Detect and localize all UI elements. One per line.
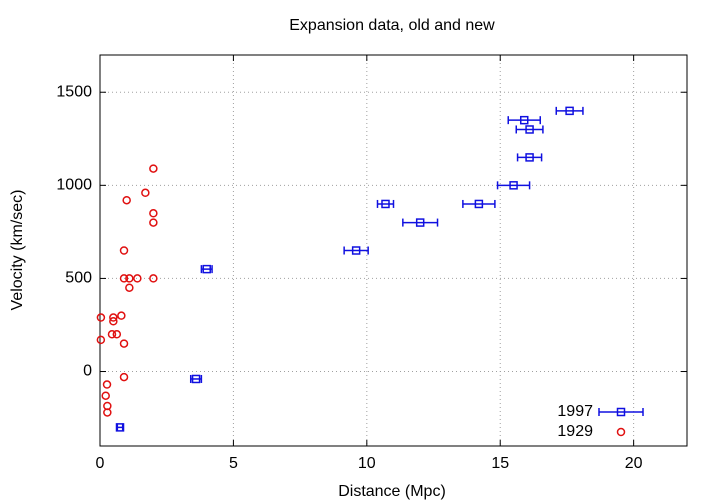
point <box>125 274 134 283</box>
x-tick-label: 10 <box>358 455 376 472</box>
point <box>474 199 484 209</box>
point <box>149 218 158 227</box>
point <box>149 274 158 283</box>
x-tick-label: 0 <box>96 455 105 472</box>
point <box>149 209 158 218</box>
point <box>122 195 131 205</box>
plot-frame <box>99 54 688 447</box>
point <box>149 164 158 173</box>
point <box>141 188 150 198</box>
point <box>509 181 518 190</box>
error-bar <box>555 106 584 115</box>
point <box>519 115 529 125</box>
y-axis-label: Velocity (km/sec) <box>9 190 26 311</box>
error-bar <box>402 218 439 227</box>
point <box>119 372 129 382</box>
point <box>96 313 106 322</box>
legend-marker <box>616 427 626 437</box>
legend-marker <box>616 407 626 417</box>
point <box>415 218 425 227</box>
point <box>119 246 129 255</box>
point <box>525 125 534 134</box>
error-bar <box>116 423 124 432</box>
point <box>107 330 117 339</box>
error-bar <box>515 125 544 134</box>
legend-label: 1997 <box>557 403 593 420</box>
point <box>109 313 118 322</box>
point <box>102 380 112 389</box>
x-tick-label: 15 <box>491 455 509 472</box>
y-tick-label: 0 <box>83 363 92 380</box>
point <box>96 335 106 345</box>
point <box>525 153 534 162</box>
y-tick-label: 1000 <box>56 177 92 194</box>
point <box>381 199 390 209</box>
point <box>202 264 211 274</box>
legend-label: 1929 <box>557 423 593 440</box>
error-bar <box>507 116 541 125</box>
point <box>109 317 118 326</box>
y-tick-label: 500 <box>65 270 92 287</box>
chart-title: Expansion data, old and new <box>289 17 495 34</box>
x-tick-label: 20 <box>625 455 643 472</box>
point <box>351 246 361 255</box>
error-bar <box>516 153 543 162</box>
error-bar <box>376 199 395 208</box>
point <box>133 274 142 283</box>
x-tick-label: 5 <box>229 455 238 472</box>
point <box>115 423 125 432</box>
point <box>117 311 126 320</box>
point <box>565 106 574 116</box>
point <box>112 330 122 339</box>
x-axis-label: Distance (Mpc) <box>338 483 446 500</box>
point <box>101 391 110 400</box>
y-tick-label: 1500 <box>56 83 92 100</box>
point <box>119 339 129 348</box>
point <box>191 374 201 384</box>
point <box>103 408 112 417</box>
error-bar <box>343 246 369 255</box>
point <box>125 283 134 292</box>
error-bar <box>462 199 496 208</box>
point <box>119 274 129 283</box>
error-bar <box>496 181 531 190</box>
